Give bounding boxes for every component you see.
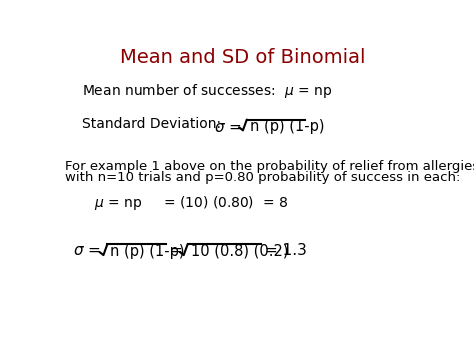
Text: Mean and SD of Binomial: Mean and SD of Binomial	[120, 49, 365, 67]
Text: n (p) (1-p): n (p) (1-p)	[110, 244, 185, 259]
Text: 10 (0.8) (0.2): 10 (0.8) (0.2)	[191, 244, 288, 259]
Text: =: =	[170, 243, 182, 258]
Text: For example 1 above on the probability of relief from allergies: For example 1 above on the probability o…	[65, 160, 474, 173]
Text: = 1.3: = 1.3	[265, 243, 307, 258]
Text: Standard Deviation:: Standard Deviation:	[82, 117, 222, 131]
Text: $\sigma$ =: $\sigma$ =	[73, 243, 101, 258]
Text: $\sigma$ =: $\sigma$ =	[214, 120, 242, 135]
Text: with n=10 trials and p=0.80 probability of success in each:: with n=10 trials and p=0.80 probability …	[65, 171, 461, 184]
Text: n (p) (1-p): n (p) (1-p)	[250, 119, 324, 134]
Text: $\mu$ = np     = (10) (0.80)  = 8: $\mu$ = np = (10) (0.80) = 8	[94, 194, 288, 212]
Text: Mean number of successes:  $\mu$ = np: Mean number of successes: $\mu$ = np	[82, 82, 333, 100]
